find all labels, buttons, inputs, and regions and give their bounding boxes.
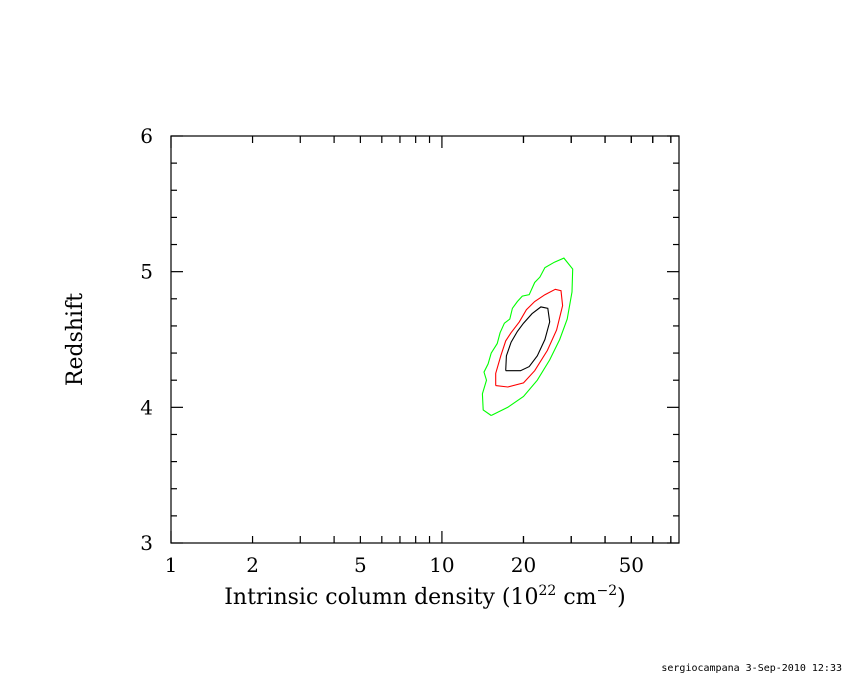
contour-lines <box>481 257 574 416</box>
contour-line <box>505 306 551 372</box>
x-axis-label: Intrinsic column density (1022 cm−2) <box>224 583 626 610</box>
x-tick-label: 20 <box>511 553 536 577</box>
y-tick-label: 3 <box>140 531 153 555</box>
y-tick-label: 6 <box>140 124 153 148</box>
x-tick-label: 1 <box>165 553 178 577</box>
plot-frame <box>170 135 680 544</box>
contour-line <box>495 288 564 388</box>
x-tick-label: 5 <box>354 553 367 577</box>
x-tick-label: 10 <box>429 553 454 577</box>
axis-ticks <box>170 135 679 544</box>
tick-labels: 1 2 5 10 20 50 3 4 5 6 <box>140 124 644 577</box>
y-axis-label: Redshift <box>63 293 88 386</box>
x-tick-label: 50 <box>619 553 644 577</box>
footer-timestamp: sergiocampana 3-Sep-2010 12:33 <box>661 663 842 674</box>
contour-line <box>481 257 574 416</box>
y-tick-label: 5 <box>140 260 153 284</box>
contour-chart: 1 2 5 10 20 50 3 4 5 6 Intrinsic column density (… <box>63 124 680 610</box>
x-tick-label: 2 <box>246 553 259 577</box>
y-tick-label: 4 <box>140 395 153 419</box>
